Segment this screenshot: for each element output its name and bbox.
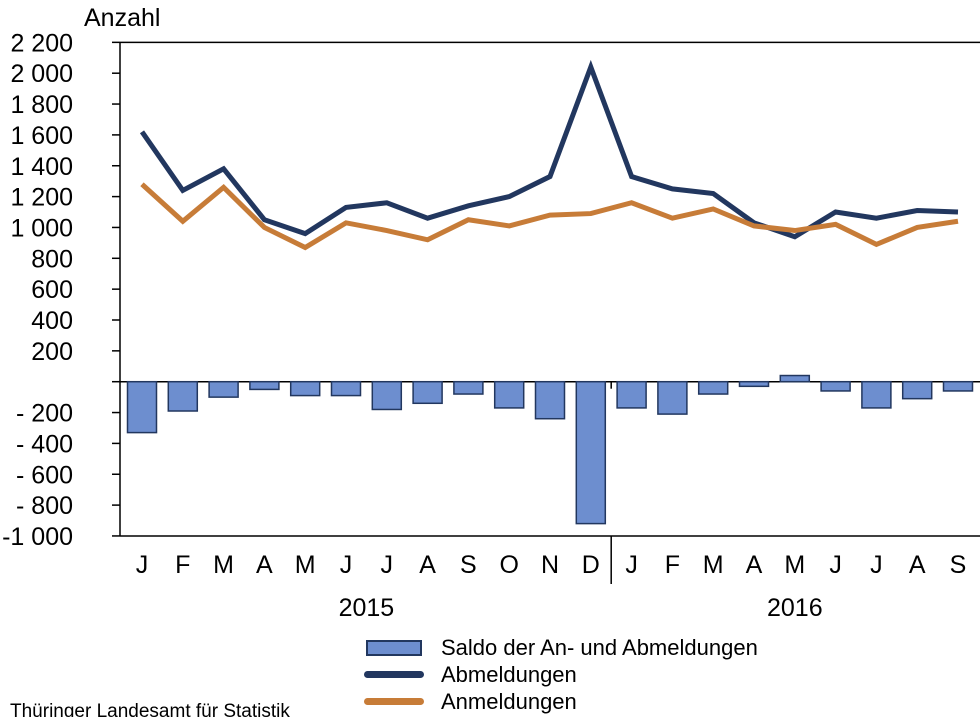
y-tick-label: -1 000 xyxy=(2,523,73,551)
x-month-label: M xyxy=(295,551,316,579)
legend-label-saldo: Saldo der An- und Abmeldungen xyxy=(441,634,758,660)
y-tick-label: 400 xyxy=(31,307,73,335)
legend-item-anmeldungen: Anmeldungen xyxy=(364,688,758,715)
legend-label-anmeldungen: Anmeldungen xyxy=(441,688,577,714)
x-month-label: J xyxy=(829,551,842,579)
y-axis-title: Anzahl xyxy=(84,4,161,32)
saldo-bar xyxy=(575,380,607,525)
saldo-bar xyxy=(330,380,362,397)
year-label: 2016 xyxy=(767,594,823,622)
x-month-label: J xyxy=(136,551,149,579)
saldo-bar xyxy=(697,380,729,395)
x-month-label: N xyxy=(541,551,559,579)
y-tick-label: 2 200 xyxy=(10,29,73,57)
year-label: 2015 xyxy=(339,594,395,622)
saldo-bar xyxy=(208,380,239,398)
x-month-label: J xyxy=(870,551,883,579)
saldo-bar xyxy=(942,380,974,392)
saldo-bar xyxy=(126,380,158,434)
x-month-label: M xyxy=(703,551,724,579)
source-attribution: Thüringer Landesamt für Statistik xyxy=(10,701,290,717)
x-month-label: M xyxy=(784,551,805,579)
anmeldungen-swatch-icon xyxy=(364,698,424,705)
saldo-bar xyxy=(534,380,566,420)
y-tick-label: 1 000 xyxy=(10,214,73,242)
saldo-bar xyxy=(779,374,811,383)
x-month-label: M xyxy=(213,551,234,579)
saldo-bar xyxy=(371,380,403,411)
legend: Saldo der An- und Abmeldungen Abmeldunge… xyxy=(364,634,758,715)
anmeldungen-line xyxy=(140,182,959,251)
legend-item-abmeldungen: Abmeldungen xyxy=(364,661,758,688)
y-tick-label: 2 000 xyxy=(10,60,73,88)
saldo-bar xyxy=(616,380,647,409)
abmeldungen-line xyxy=(139,59,959,240)
y-tick-label: 1 600 xyxy=(10,122,73,150)
y-tick-label: 1 400 xyxy=(10,153,73,181)
x-month-label: S xyxy=(460,551,477,579)
x-month-label: D xyxy=(582,551,600,579)
saldo-bar xyxy=(738,380,770,388)
x-month-label: A xyxy=(909,551,926,579)
y-tick-label: 800 xyxy=(31,245,73,273)
y-tick-label: - 800 xyxy=(16,492,73,520)
x-month-label: J xyxy=(625,551,638,579)
x-month-label: S xyxy=(950,551,967,579)
y-tick-label: 1 800 xyxy=(10,91,73,119)
legend-item-saldo: Saldo der An- und Abmeldungen xyxy=(364,634,758,661)
x-month-label: F xyxy=(175,551,190,579)
saldo-swatch-icon xyxy=(366,639,422,656)
saldo-bar xyxy=(453,380,484,395)
x-month-label: F xyxy=(665,551,680,579)
x-month-label: J xyxy=(340,551,353,579)
saldo-bar xyxy=(493,380,525,409)
saldo-bar xyxy=(820,380,851,392)
y-tick-label: - 400 xyxy=(16,430,73,458)
x-month-label: A xyxy=(746,551,763,579)
y-tick-label: - 200 xyxy=(16,400,73,428)
x-month-label: A xyxy=(419,551,436,579)
x-month-label: J xyxy=(381,551,394,579)
x-month-label: O xyxy=(499,551,518,579)
abmeldungen-swatch-icon xyxy=(364,671,424,678)
saldo-bar xyxy=(167,380,199,412)
saldo-bar xyxy=(657,380,688,415)
saldo-bar xyxy=(249,380,280,391)
saldo-bar xyxy=(412,380,443,405)
y-tick-label: - 600 xyxy=(16,461,73,489)
x-month-label: A xyxy=(256,551,273,579)
y-tick-label: 200 xyxy=(31,338,73,366)
legend-label-abmeldungen: Abmeldungen xyxy=(441,661,577,687)
saldo-bar xyxy=(861,380,892,409)
saldo-bar xyxy=(901,380,933,400)
saldo-bar xyxy=(289,380,321,397)
y-tick-label: 600 xyxy=(31,276,73,304)
y-tick-label: 1 200 xyxy=(10,184,73,212)
